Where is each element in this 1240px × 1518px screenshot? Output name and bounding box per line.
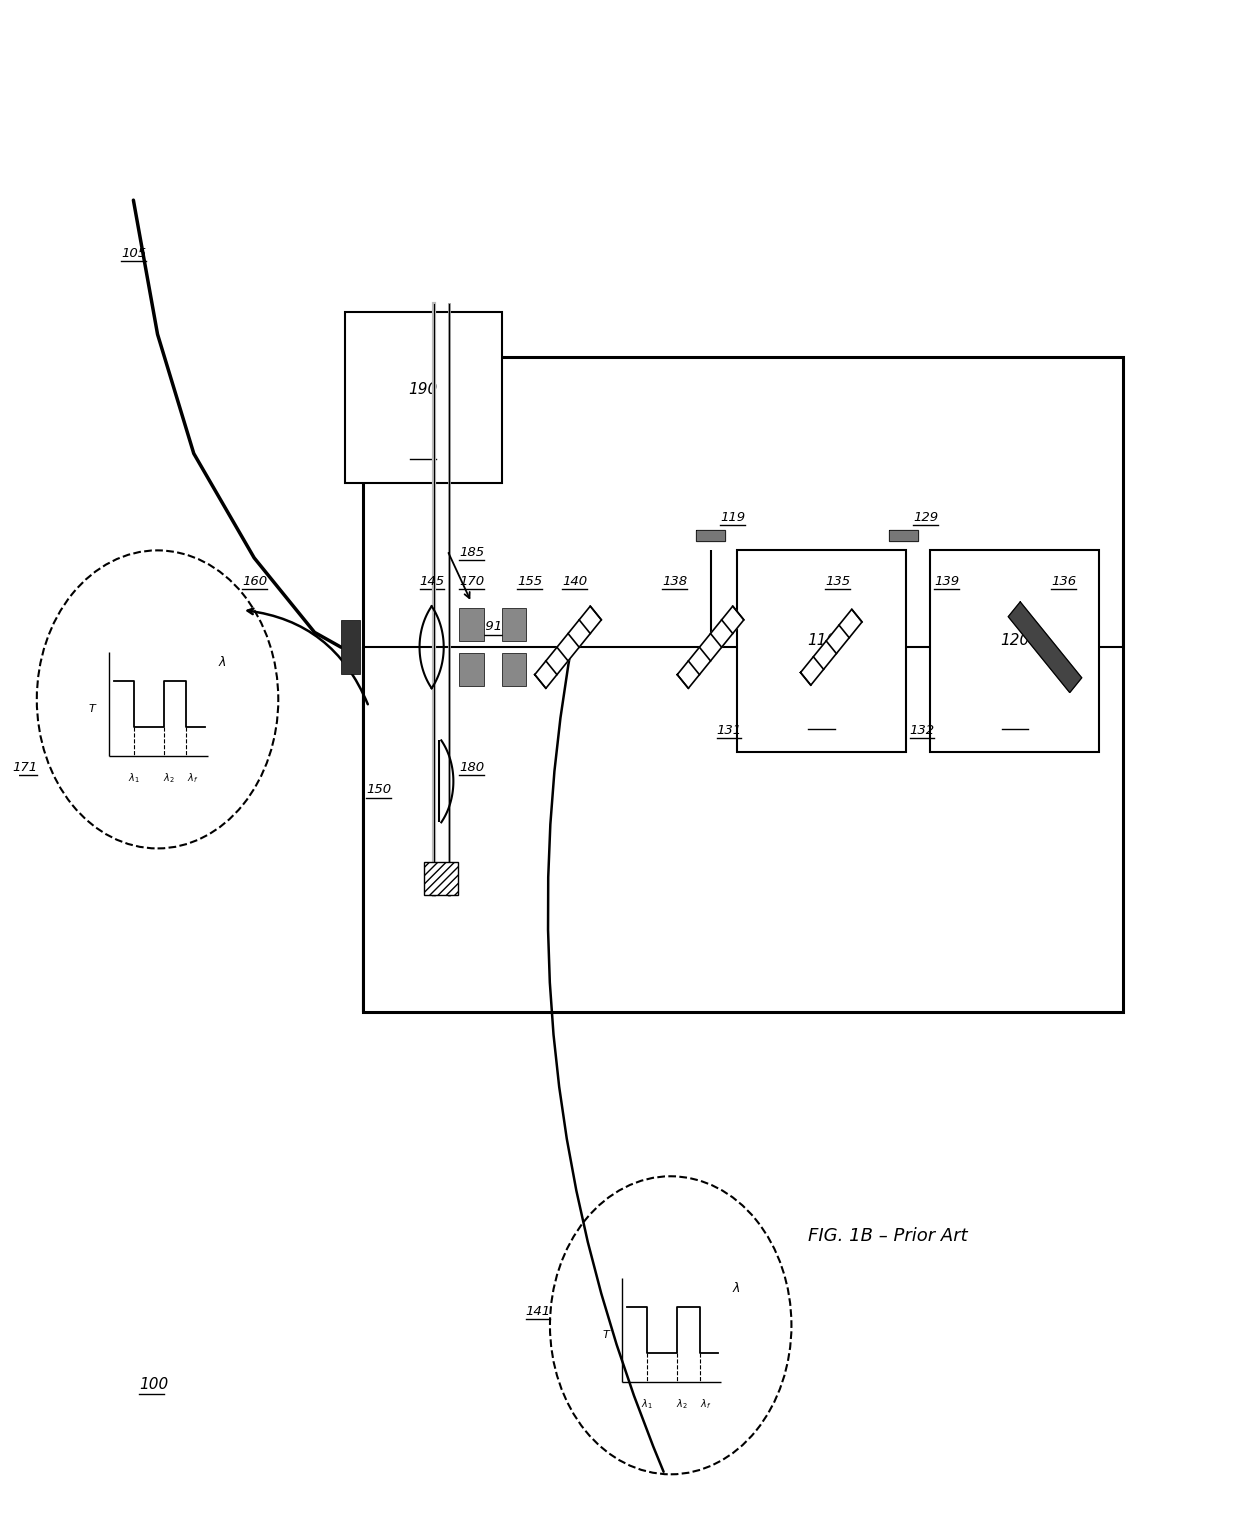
Text: $\lambda$: $\lambda$ [218, 656, 227, 669]
Text: 185: 185 [459, 545, 485, 559]
Polygon shape [889, 530, 918, 540]
Bar [502, 653, 526, 686]
Text: 139: 139 [934, 575, 959, 587]
Bar [459, 653, 484, 686]
Text: 110: 110 [807, 633, 836, 648]
Text: 131: 131 [717, 724, 742, 736]
Text: 136: 136 [1052, 575, 1076, 587]
Bar [737, 551, 906, 751]
Text: 141: 141 [526, 1305, 551, 1318]
Bar [341, 621, 361, 674]
Text: 120: 120 [1001, 633, 1029, 648]
Polygon shape [1008, 603, 1081, 692]
Bar [363, 357, 1123, 1013]
Text: $\lambda$: $\lambda$ [732, 1281, 740, 1295]
Text: $\lambda_1$: $\lambda_1$ [128, 771, 140, 785]
Text: 155: 155 [517, 575, 542, 587]
Text: 105: 105 [122, 247, 146, 260]
Bar [459, 609, 484, 641]
Text: 100: 100 [139, 1377, 169, 1392]
Text: $\lambda_f$: $\lambda_f$ [699, 1397, 712, 1410]
Text: 191: 191 [477, 619, 502, 633]
Bar [930, 551, 1100, 751]
Polygon shape [677, 606, 744, 688]
Text: 190: 190 [408, 381, 438, 396]
Text: $\lambda_2$: $\lambda_2$ [676, 1397, 687, 1410]
Text: $\lambda_2$: $\lambda_2$ [162, 771, 175, 785]
Text: FIG. 1B – Prior Art: FIG. 1B – Prior Art [808, 1227, 968, 1245]
Text: $\lambda_f$: $\lambda_f$ [187, 771, 198, 785]
Text: 135: 135 [826, 575, 851, 587]
Bar [502, 609, 526, 641]
Text: 129: 129 [914, 510, 939, 524]
Text: 160: 160 [242, 575, 267, 587]
Text: 132: 132 [910, 724, 935, 736]
Text: 180: 180 [459, 761, 485, 774]
Text: 119: 119 [720, 510, 745, 524]
Text: 170: 170 [459, 575, 485, 587]
Text: 150: 150 [367, 783, 392, 797]
Text: T: T [89, 704, 95, 713]
Bar [345, 311, 502, 483]
Text: 145: 145 [419, 575, 445, 587]
Polygon shape [534, 606, 601, 688]
Text: 140: 140 [562, 575, 588, 587]
Text: 171: 171 [12, 761, 37, 774]
Text: $\lambda_1$: $\lambda_1$ [641, 1397, 653, 1410]
Polygon shape [801, 609, 862, 685]
Text: 138: 138 [662, 575, 687, 587]
Bar [424, 862, 459, 894]
Polygon shape [696, 530, 725, 540]
Text: T: T [603, 1330, 609, 1340]
